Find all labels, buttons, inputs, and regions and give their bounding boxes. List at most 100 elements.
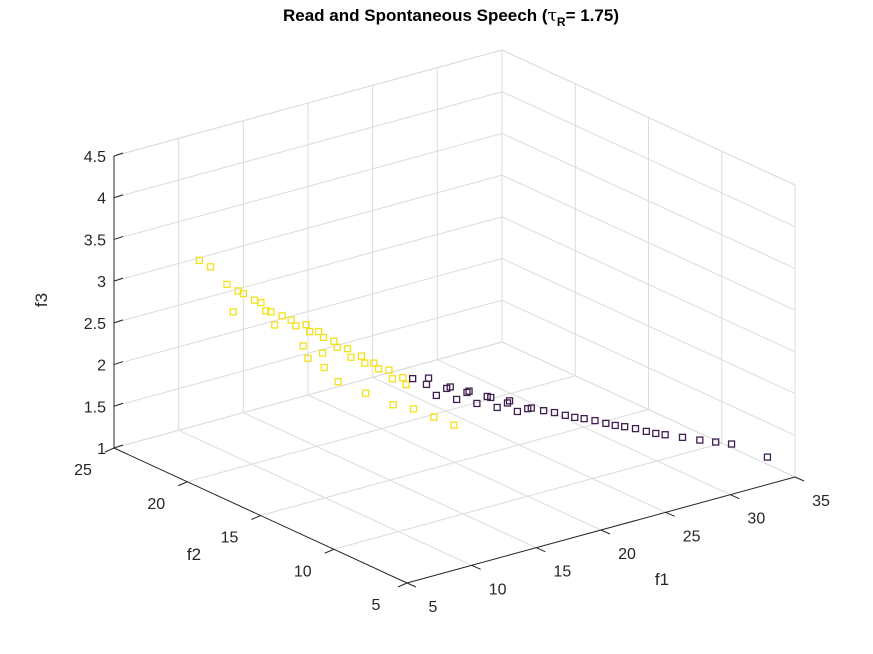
y-tick-mark <box>104 447 115 453</box>
x-axis-label: f1 <box>655 570 669 589</box>
x-tick-label: 25 <box>683 528 701 545</box>
data-point-series-2 <box>631 424 640 433</box>
data-point-series-1 <box>347 353 355 361</box>
y-tick-label: 15 <box>221 530 239 547</box>
data-point-series-1 <box>319 333 328 342</box>
data-point-series-1 <box>385 366 393 374</box>
y-axis-label: f2 <box>187 545 201 564</box>
data-point-series-2 <box>571 413 579 422</box>
x-tick-mark <box>730 494 740 500</box>
x-tick-label: 10 <box>489 581 507 598</box>
data-point-series-1 <box>357 352 366 360</box>
data-point-series-1 <box>195 256 203 264</box>
data-point-series-2 <box>620 423 629 431</box>
data-point-series-2 <box>539 406 548 415</box>
grid-line-sidewall-z <box>501 174 796 311</box>
data-point-series-1 <box>430 413 438 421</box>
data-point-series-2 <box>712 438 720 446</box>
grid-line-floor-y <box>187 375 576 483</box>
data-point-series-1 <box>229 308 238 316</box>
data-point-series-1 <box>239 290 247 298</box>
data-point-series-2 <box>527 404 535 412</box>
grid-line-backwall-z <box>113 174 503 282</box>
data-point-series-2 <box>611 421 619 430</box>
x-tick-mark <box>471 564 481 570</box>
data-point-series-1 <box>361 359 369 367</box>
data-point-series-1 <box>399 373 407 382</box>
y-tick-mark <box>324 548 334 554</box>
data-point-series-2 <box>465 387 473 395</box>
x-tick-mark <box>536 547 546 553</box>
data-point-series-1 <box>330 337 338 345</box>
y-tick-mark <box>178 481 188 487</box>
z-axis-label: f3 <box>32 293 51 307</box>
x-tick-label: 5 <box>429 599 438 616</box>
z-tick-mark <box>113 277 124 282</box>
grid-box-edge <box>113 49 503 157</box>
data-point-series-1 <box>318 349 327 357</box>
grid-line-backwall-z <box>113 341 503 449</box>
data-point-series-1 <box>334 378 342 386</box>
data-point-series-2 <box>602 419 610 428</box>
data-point-series-2 <box>763 453 772 461</box>
data-point-series-1 <box>320 363 328 372</box>
data-point-series-1 <box>304 354 312 362</box>
data-point-series-2 <box>696 436 704 444</box>
grid-line-sidewall-z <box>501 299 796 436</box>
data-point-series-2 <box>503 399 512 407</box>
x-tick-mark <box>665 511 675 517</box>
data-point-series-2 <box>727 440 736 448</box>
data-point-series-1 <box>223 280 231 289</box>
data-point-series-1 <box>292 322 300 330</box>
z-tick-label: 1 <box>97 441 106 458</box>
data-point-series-2 <box>550 408 559 417</box>
chart-title-main: Read and Spontaneous Speech ( <box>283 6 548 25</box>
data-point-series-2 <box>642 427 651 436</box>
grid-line-backwall-z <box>113 299 503 407</box>
data-point-series-1 <box>267 308 275 316</box>
data-point-series-2 <box>409 374 417 383</box>
data-point-series-2 <box>422 380 431 389</box>
data-point-series-2 <box>591 416 599 425</box>
data-point-series-1 <box>374 365 383 373</box>
chart-title-tau: τ <box>548 6 557 26</box>
data-point-series-1 <box>409 405 418 413</box>
data-point-series-1 <box>250 296 259 304</box>
data-point-series-1 <box>278 312 286 320</box>
data-point-series-2 <box>513 407 522 416</box>
z-tick-label: 1.5 <box>84 399 106 416</box>
z-tick-mark <box>113 444 124 449</box>
z-tick-mark <box>113 194 124 199</box>
grid-line-backwall-z <box>113 258 503 366</box>
x-tick-label: 30 <box>747 511 765 528</box>
x-tick-label: 20 <box>618 546 636 563</box>
grid-line-sidewall-z <box>501 91 796 228</box>
data-point-series-2 <box>432 391 441 400</box>
data-point-series-2 <box>561 411 569 419</box>
data-point-series-2 <box>580 415 588 423</box>
data-point-series-2 <box>505 397 514 405</box>
grid-line-backwall-z <box>113 132 503 240</box>
grid-layer <box>113 49 796 584</box>
grid-line-sidewall-z <box>501 341 796 478</box>
data-point-series-2 <box>493 403 501 412</box>
y-tick-label: 5 <box>372 597 381 614</box>
data-point-series-1 <box>389 401 397 409</box>
data-point-series-1 <box>306 327 314 336</box>
y-tick-mark <box>251 515 261 520</box>
chart-title: Read and Spontaneous Speech (τR= 1.75) <box>283 6 619 29</box>
data-point-series-1 <box>388 375 397 383</box>
z-tick-label: 3 <box>97 274 106 291</box>
data-point-series-2 <box>678 433 687 442</box>
data-point-series-1 <box>362 389 370 397</box>
data-point-series-2 <box>463 388 471 397</box>
z-tick-label: 3.5 <box>84 232 106 249</box>
data-point-series-1 <box>257 298 265 307</box>
data-point-series-1 <box>402 380 410 389</box>
z-tick-mark <box>113 361 124 366</box>
z-tick-label: 2 <box>97 358 106 375</box>
grid-line-backwall-z <box>113 91 503 199</box>
grid-box-edge <box>501 49 796 186</box>
z-tick-mark <box>113 319 124 324</box>
data-point-series-2 <box>424 374 433 382</box>
